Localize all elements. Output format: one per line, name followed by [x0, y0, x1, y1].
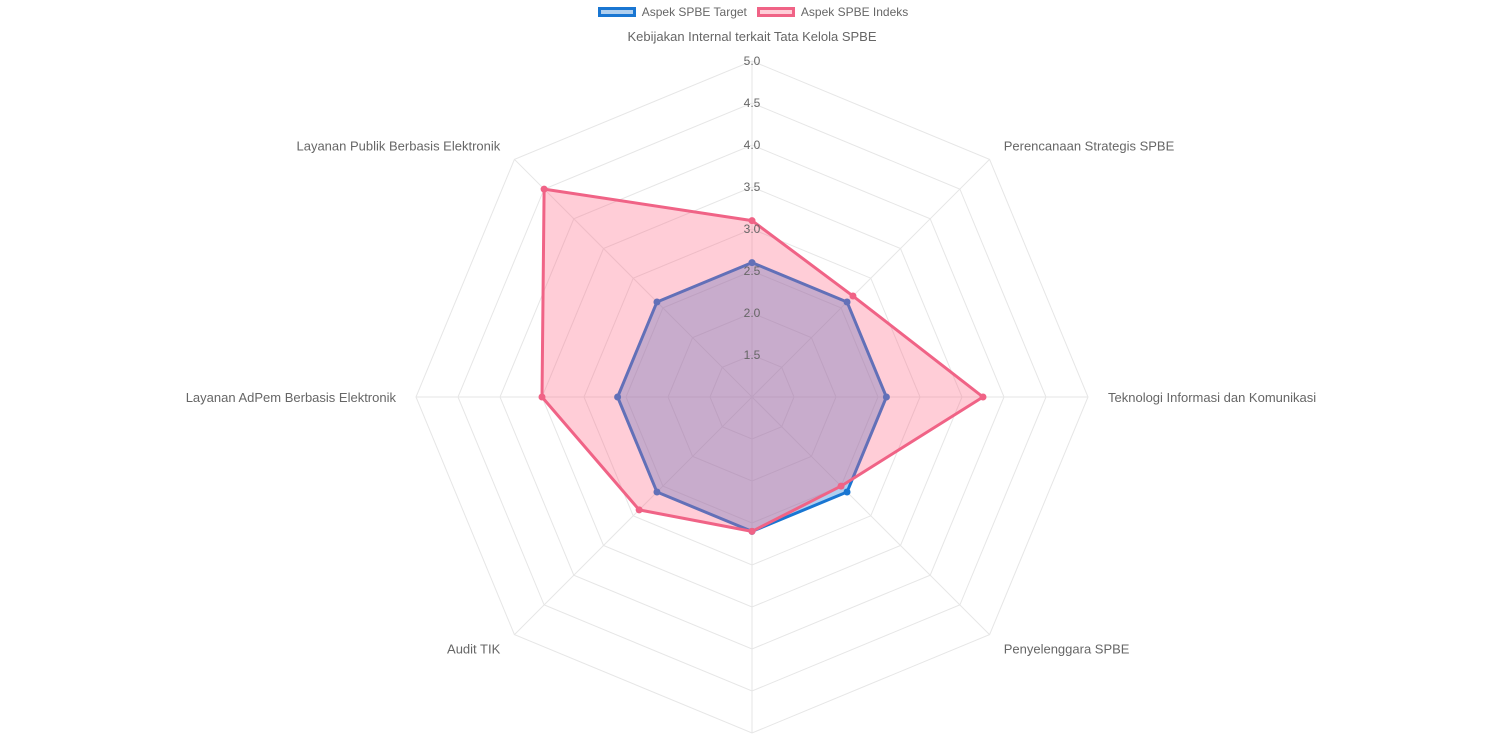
data-point[interactable] [540, 185, 548, 193]
axis-label: Teknologi Informasi dan Komunikasi [1108, 390, 1316, 405]
tick-label: 2.0 [744, 306, 761, 320]
axis-label: Penyelenggara SPBE [1004, 642, 1130, 657]
data-point[interactable] [979, 393, 987, 401]
data-point[interactable] [748, 259, 756, 267]
radar-ring [415, 60, 1089, 734]
radar-ring [541, 186, 963, 608]
data-point[interactable] [653, 298, 661, 306]
radar-ring [457, 102, 1047, 692]
tick-label: 4.5 [744, 96, 761, 110]
tick-label: 3.0 [744, 222, 761, 236]
tick-label: 4.0 [744, 138, 761, 152]
data-point[interactable] [843, 298, 851, 306]
data-point[interactable] [748, 217, 756, 225]
data-point[interactable] [653, 488, 661, 496]
radar-ring [667, 312, 837, 482]
tick-label: 3.5 [744, 180, 761, 194]
radar-axis-labels: Kebijakan Internal terkait Tata Kelola S… [186, 29, 1317, 753]
axis-label: Perencanaan Strategis SPBE [1004, 138, 1175, 153]
data-point[interactable] [635, 506, 643, 514]
legend-label-indeks: Aspek SPBE Indeks [800, 5, 909, 19]
axis-label: Layanan Publik Berbasis Elektronik [296, 138, 500, 153]
axis-label: Layanan AdPem Berbasis Elektronik [186, 390, 397, 405]
legend-swatch-indeks [756, 7, 795, 17]
radar-ring [625, 270, 879, 524]
data-point[interactable] [843, 488, 851, 496]
radar-tick-labels: 1.5 2.0 2.5 3.0 3.5 4.0 4.5 5.0 [744, 54, 761, 362]
legend-item-target[interactable]: Aspek SPBE Target [597, 5, 747, 19]
radar-ring [583, 228, 921, 566]
radar-grid [415, 60, 1089, 734]
tick-label: 5.0 [744, 54, 761, 68]
legend: Aspek SPBE Target Aspek SPBE Indeks [0, 5, 1506, 19]
data-point[interactable] [748, 527, 756, 535]
axis-label: Audit TIK [447, 642, 501, 657]
data-point[interactable] [882, 393, 890, 401]
tick-label: 1.5 [744, 348, 761, 362]
data-point[interactable] [837, 482, 845, 490]
radar-series [538, 185, 987, 535]
series-area-1 [540, 187, 985, 533]
tick-label: 2.5 [744, 264, 761, 278]
data-point[interactable] [614, 393, 622, 401]
radar-ring [709, 354, 795, 440]
legend-swatch-target [597, 7, 636, 17]
data-point[interactable] [538, 393, 546, 401]
legend-item-indeks[interactable]: Aspek SPBE Indeks [756, 5, 909, 19]
legend-label-target: Aspek SPBE Target [641, 5, 747, 19]
radar-ring [499, 144, 1005, 650]
data-point[interactable] [849, 292, 857, 300]
axis-label: Kebijakan Internal terkait Tata Kelola S… [627, 29, 876, 44]
